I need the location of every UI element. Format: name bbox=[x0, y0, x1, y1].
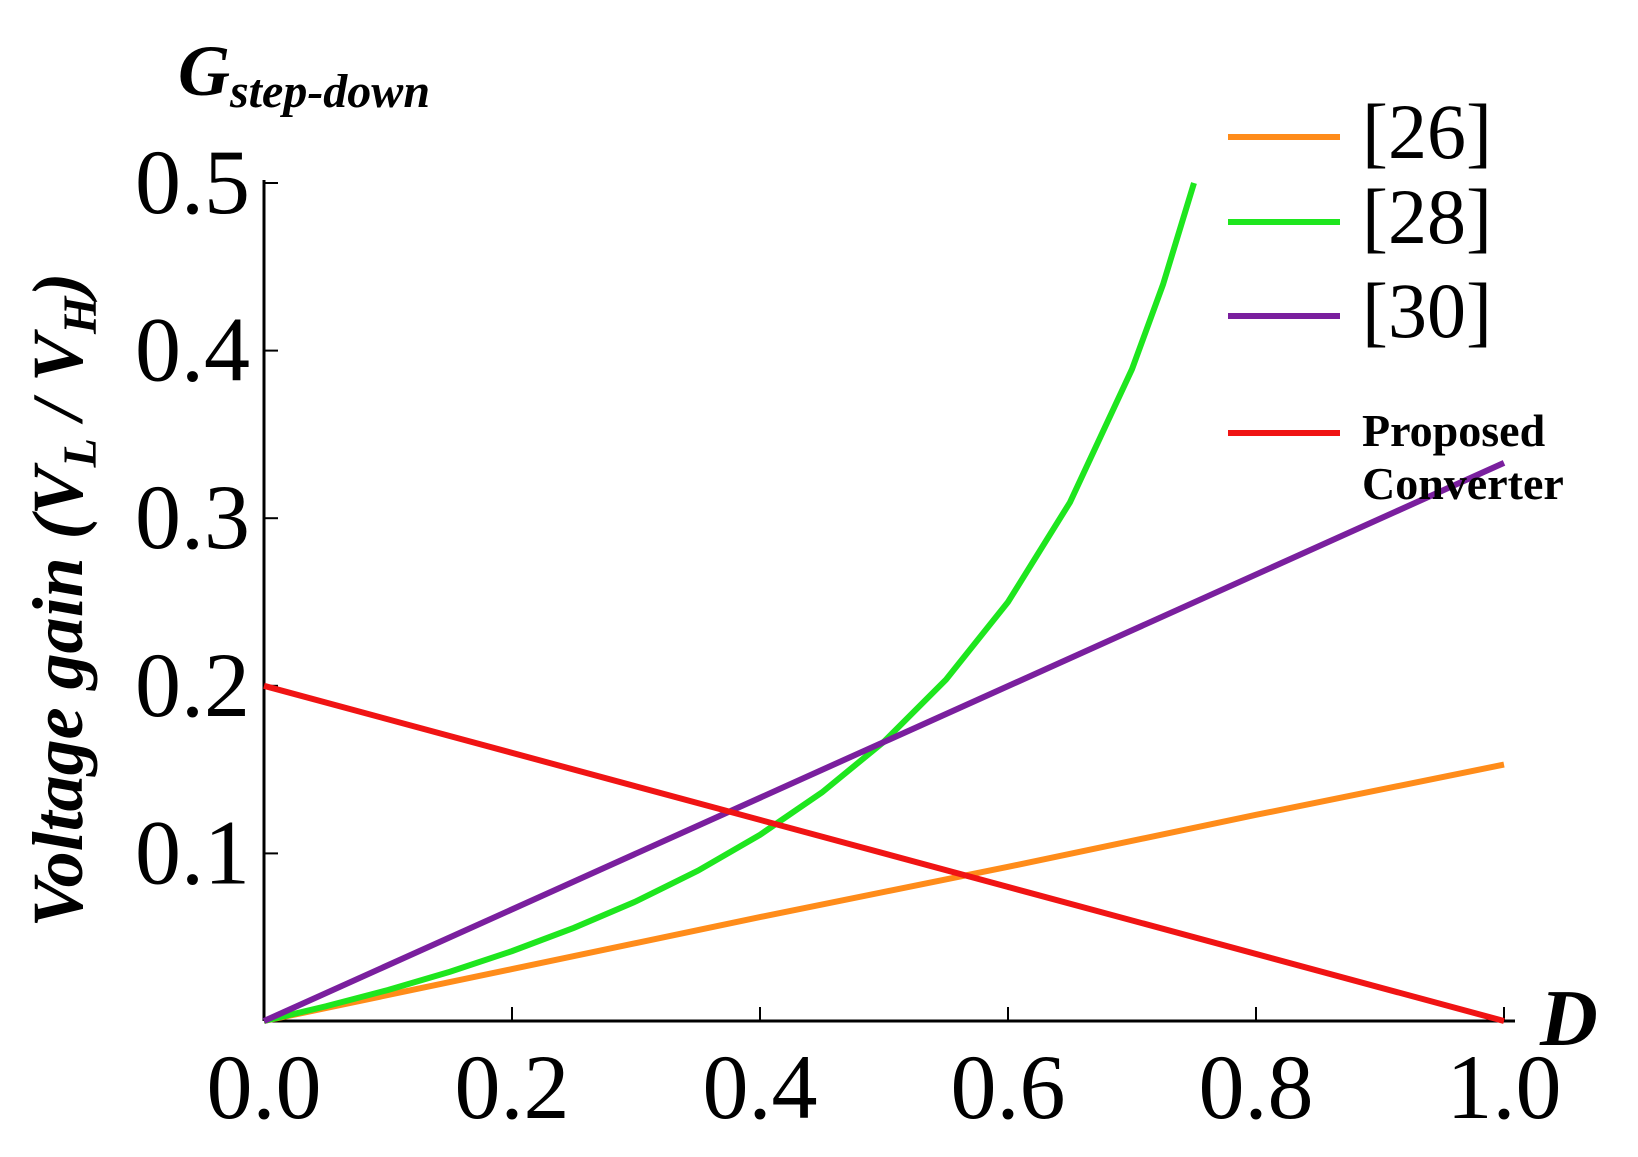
y-tick-label: 0.3 bbox=[135, 466, 250, 568]
legend-label: [28] bbox=[1362, 173, 1492, 260]
x-axis-label: D bbox=[1539, 975, 1598, 1063]
y-label-part: L bbox=[54, 438, 107, 468]
y-label-part: Voltage gain (V bbox=[18, 462, 98, 927]
series-line bbox=[263, 182, 1197, 1024]
series-line bbox=[263, 682, 1505, 1024]
x-tick-label: 0.6 bbox=[951, 1036, 1066, 1138]
legend-label: [26] bbox=[1362, 88, 1492, 175]
title-main: G bbox=[178, 31, 230, 111]
x-tick-label: 0.8 bbox=[1199, 1036, 1314, 1138]
y-tick-label: 0.1 bbox=[135, 801, 250, 903]
y-tick-label: 0.4 bbox=[135, 299, 250, 401]
y-label-part: / V bbox=[18, 329, 98, 438]
legend-label: [30] bbox=[1362, 267, 1492, 354]
x-tick-label: 1.0 bbox=[1447, 1036, 1562, 1138]
y-tick-label: 0.2 bbox=[135, 634, 250, 736]
title-sub: step-down bbox=[229, 65, 430, 118]
x-tick-label: 0.0 bbox=[207, 1036, 322, 1138]
y-label-part: H bbox=[54, 295, 107, 335]
series-line bbox=[262, 460, 1506, 1024]
y-title: Gstep-down bbox=[178, 31, 430, 118]
series-line bbox=[263, 761, 1505, 1024]
legend-label: Proposed Converter bbox=[1362, 405, 1564, 509]
x-tick-label: 0.4 bbox=[703, 1036, 818, 1138]
y-axis-label: Voltage gain (VL / VH) bbox=[18, 273, 107, 928]
x-tick-label: 0.2 bbox=[455, 1036, 570, 1138]
y-tick-label: 0.5 bbox=[135, 131, 250, 233]
